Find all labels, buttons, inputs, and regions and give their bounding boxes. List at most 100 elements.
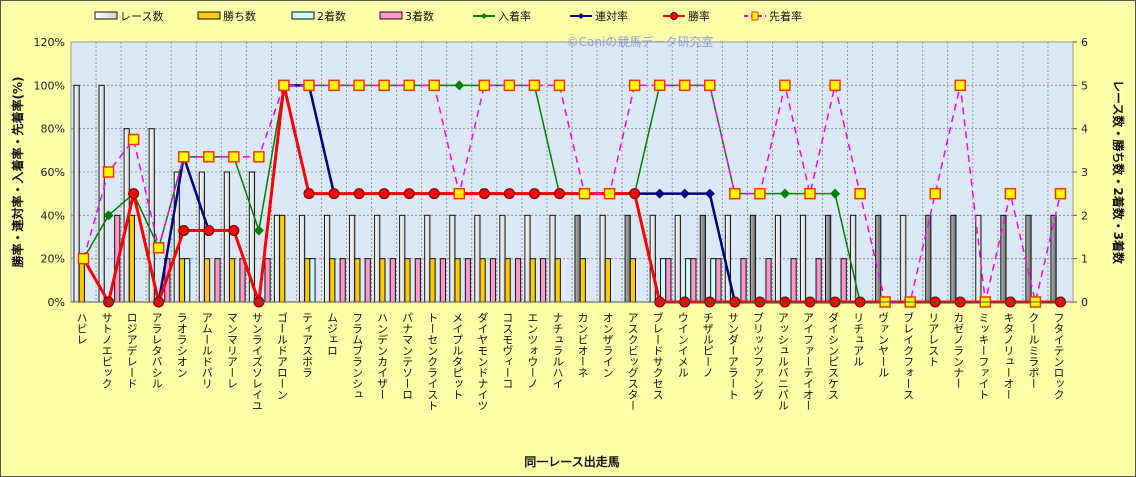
bar-thirds	[464, 258, 472, 303]
x-tick-label: フタイテンロック	[1052, 312, 1065, 400]
marker-beat-rate	[929, 187, 941, 200]
marker-beat-rate	[1004, 187, 1017, 200]
bar-races	[499, 214, 506, 303]
bar-races	[324, 214, 331, 303]
bar-thirds	[489, 258, 497, 303]
y-tick-left: 100%	[34, 79, 65, 92]
bar-thirds	[439, 258, 446, 303]
bar-races	[1025, 214, 1032, 303]
x-tick-label: リアレスト	[927, 312, 940, 367]
marker-beat-rate	[152, 242, 165, 254]
watermark: ©Caniの競馬データ研究室	[567, 34, 714, 49]
bar-seconds	[309, 258, 316, 303]
marker-win-rate	[378, 188, 390, 200]
marker-beat-rate	[779, 79, 791, 92]
x-tick-label: ウインイメル	[676, 312, 689, 378]
x-tick-label: ミッキーファイト	[977, 312, 990, 400]
marker-beat-rate	[578, 187, 591, 200]
bar-thirds	[790, 258, 797, 303]
bar-races	[73, 84, 80, 303]
y-tick-left: 20%	[41, 253, 65, 266]
marker-win-rate	[328, 188, 340, 200]
x-tick-label: ハビレ	[75, 312, 88, 345]
bar-races	[98, 84, 105, 303]
marker-beat-rate	[804, 187, 816, 200]
x-tick-label: カンビオーネ	[576, 312, 589, 378]
marker-beat-rate	[228, 151, 240, 163]
x-tick-label: アスクビッグスター	[626, 312, 639, 411]
bar-races	[599, 214, 606, 303]
bar-wins	[504, 258, 511, 303]
bar-wins	[128, 214, 136, 303]
marker-win-rate	[528, 188, 540, 200]
x-tick-label: フラムブランシュ	[351, 312, 364, 400]
bar-wins	[379, 258, 386, 303]
y-tick-left: 80%	[41, 123, 65, 136]
x-tick-label: ブリッツファング	[751, 311, 764, 400]
marker-beat-rate	[203, 151, 215, 163]
marker-beat-rate	[754, 187, 766, 200]
x-axis-title: 同一レース出走馬	[524, 454, 619, 469]
legend-swatch	[379, 11, 403, 20]
marker-beat-rate	[678, 79, 691, 92]
legend-swatch	[197, 11, 221, 20]
bar-thirds	[239, 258, 246, 303]
bar-races	[624, 214, 631, 303]
legend-label: レース数	[120, 10, 163, 23]
x-tick-label: ダイシンピスケス	[827, 312, 840, 400]
axes: 0% 20% 40% 60% 80% 100% 120% 0 1 2 3 4 5 6 ハビレ サトノエピックロ…	[34, 36, 1088, 411]
x-tick-label: アイファーテイオー	[801, 312, 814, 411]
bar-races	[850, 214, 857, 303]
x-tick-label: アラレタバシル	[150, 312, 163, 389]
marker-win-rate	[503, 188, 515, 200]
marker-beat-rate	[829, 79, 841, 92]
bar-thirds	[665, 258, 672, 303]
x-tick-label: マンマリアーレ	[225, 312, 238, 389]
bar-thirds	[740, 258, 747, 303]
bar-seconds	[184, 258, 191, 303]
bar-races	[223, 171, 231, 303]
bar-wins	[178, 258, 186, 303]
bar-seconds	[660, 258, 667, 303]
x-tick-label: ハンデンカイザー	[376, 312, 389, 400]
x-tick-label: アムールドパリ	[200, 312, 213, 389]
legend-swatch	[291, 11, 315, 20]
x-tick-label: ヴァンヤール	[877, 312, 890, 378]
bar-races	[749, 214, 757, 303]
x-tick-label: カゼノランナー	[952, 312, 965, 389]
bar-wins	[579, 258, 586, 303]
bar-races	[474, 214, 481, 303]
x-tick-label: ロジアデレード	[125, 312, 138, 389]
bar-races	[374, 214, 381, 303]
bar-wins	[529, 258, 536, 303]
bar-thirds	[264, 258, 271, 303]
legend-label: 連対率	[595, 9, 628, 23]
marker-beat-rate	[403, 79, 415, 92]
x-tick-label: パナマンテソーロ	[401, 312, 414, 400]
bar-wins	[203, 258, 211, 303]
legend-swatch	[94, 11, 118, 20]
bar-races	[424, 214, 431, 303]
marker-beat-rate	[77, 252, 90, 265]
marker-place-rate	[454, 80, 465, 91]
bar-wins	[479, 258, 486, 303]
grid	[71, 42, 1073, 302]
bar-seconds	[710, 258, 717, 303]
y-tick-right: 6	[1081, 36, 1088, 49]
y-axis-title-right: レース数・勝ち数・2着数・3着数	[1111, 80, 1126, 265]
marker-win-rate	[428, 188, 440, 200]
bar-thirds	[765, 258, 772, 303]
bar-thirds	[414, 258, 421, 303]
marker-win-rate	[403, 188, 415, 200]
marker-win-rate	[353, 188, 365, 200]
legend-marker	[578, 13, 584, 19]
marker-quinella-rate	[679, 188, 690, 199]
x-tick-label: チザルピーノ	[701, 312, 714, 378]
bar-races	[875, 214, 882, 303]
bar-races	[399, 214, 406, 303]
bar-races	[774, 214, 782, 303]
marker-beat-rate	[553, 79, 566, 92]
marker-beat-rate	[628, 79, 641, 92]
x-tick-label: ティアスボラ	[300, 312, 313, 378]
bar-thirds	[715, 258, 722, 303]
